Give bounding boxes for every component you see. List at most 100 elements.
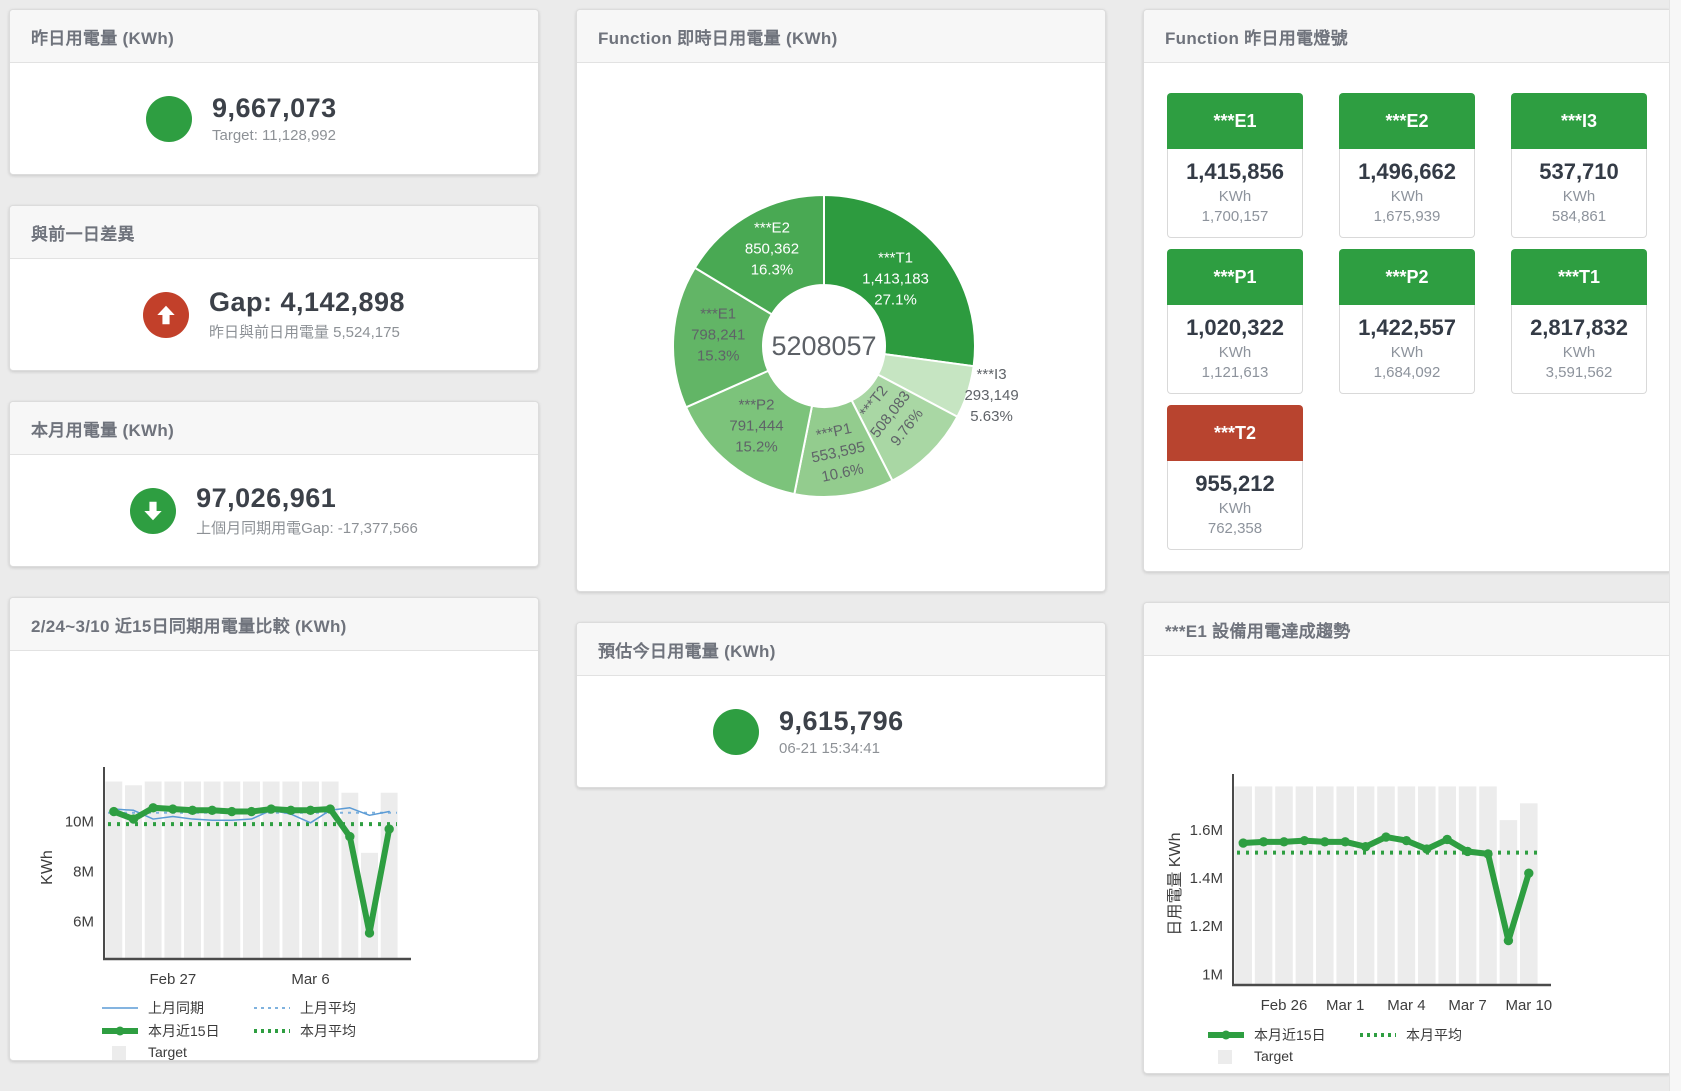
legend-item[interactable]: 本月平均 bbox=[252, 1021, 404, 1041]
legend-item[interactable]: Target bbox=[100, 1044, 252, 1060]
card-title: Function 昨日用電燈號 bbox=[1165, 28, 1348, 48]
target-bar bbox=[1438, 786, 1456, 984]
legend-label: Target bbox=[148, 1044, 187, 1060]
tile-target-value: 1,121,613 bbox=[1201, 364, 1269, 381]
donut-center-total: 5208057 bbox=[771, 331, 876, 361]
target-bar bbox=[380, 792, 398, 958]
trend-chart-legend: 本月近15日 本月平均 Target bbox=[1206, 1025, 1672, 1064]
legend-item[interactable]: 本月近15日 bbox=[100, 1021, 252, 1041]
legend-item[interactable]: 本月近15日 bbox=[1206, 1025, 1358, 1045]
tile-unit-label: KWh bbox=[1390, 344, 1424, 361]
tile-header: ***I3 bbox=[1511, 93, 1647, 149]
data-point bbox=[187, 805, 198, 815]
legend-label: 上月同期 bbox=[148, 1000, 204, 1016]
status-indicator-circle bbox=[146, 95, 192, 142]
legend-label: 本月平均 bbox=[1406, 1027, 1462, 1043]
data-point bbox=[1503, 935, 1514, 946]
target-bar bbox=[184, 781, 201, 958]
y-tick-label: 10M bbox=[65, 814, 94, 831]
tile-label: ***E2 bbox=[1385, 110, 1429, 131]
arrow-down-icon bbox=[144, 501, 162, 520]
light-status-tile: ***T1 2,817,832 KWh 3,591,562 bbox=[1511, 249, 1647, 394]
tile-target-value: 584,861 bbox=[1551, 208, 1607, 225]
compare-chart-legend: 上月同期 上月平均 本月近15日 本月平均 Target bbox=[100, 998, 538, 1060]
data-point bbox=[1462, 846, 1473, 857]
stat-subtext: 昨日與前日用電量 5,524,175 bbox=[208, 324, 400, 341]
card-title: 昨日用電量 (KWh) bbox=[31, 28, 175, 48]
tile-value: 537,710 bbox=[1539, 159, 1619, 184]
tile-target-value: 1,675,939 bbox=[1373, 208, 1441, 225]
data-point bbox=[246, 806, 257, 817]
legend-item[interactable]: 本月平均 bbox=[1358, 1025, 1510, 1045]
tile-unit-label: KWh bbox=[1218, 500, 1252, 517]
legend-label: Target bbox=[1254, 1048, 1293, 1064]
data-point bbox=[1401, 835, 1412, 846]
tile-label: ***I3 bbox=[1560, 110, 1598, 131]
donut-segment-E1[interactable] bbox=[672, 266, 774, 409]
x-tick-label: Feb 27 bbox=[149, 971, 196, 987]
stat-value: 9,615,796 bbox=[779, 706, 904, 736]
card-header: Function 昨日用電燈號 bbox=[1144, 10, 1672, 63]
target-bar bbox=[144, 781, 162, 958]
donut-segment-E2[interactable] bbox=[693, 193, 825, 316]
tile-value: 1,496,662 bbox=[1358, 159, 1456, 184]
tile-header: ***T1 bbox=[1511, 249, 1647, 305]
data-point bbox=[1442, 834, 1452, 845]
tile-value: 1,020,322 bbox=[1186, 315, 1284, 340]
trend-chart: 1M 1.2M 1.4M 1.6M Feb 26 Mar 1 Mar 4 Mar 7 Mar 1… bbox=[1167, 774, 1552, 1014]
card-15day-compare-chart: 2/24~3/10 近15日同期用電量比較 (KWh) 6M 8M 10M Feb 2… bbox=[9, 597, 539, 1061]
donut-segment-T1[interactable] bbox=[823, 193, 976, 368]
legend-swatch-icon bbox=[112, 1046, 126, 1060]
light-status-tile: ***E2 1,496,662 KWh 1,675,939 bbox=[1339, 93, 1475, 238]
legend-line-icon bbox=[254, 1007, 290, 1009]
donut-segment-label: ***E1 798,241 15.3% bbox=[691, 305, 745, 364]
light-status-tile: ***P2 1,422,557 KWh 1,684,092 bbox=[1339, 249, 1475, 394]
card-title: 預估今日用電量 (KWh) bbox=[598, 641, 776, 661]
legend-item[interactable]: 上月平均 bbox=[252, 998, 404, 1018]
stat-value: Gap: 4,142,898 bbox=[208, 287, 406, 317]
tile-body: 1,415,856 KWh 1,700,157 bbox=[1167, 149, 1303, 238]
y-axis-title: 日用電量 KWh bbox=[1167, 832, 1184, 935]
data-point bbox=[1422, 844, 1432, 854]
legend-line-icon bbox=[102, 1026, 138, 1036]
tile-body: 2,817,832 KWh 3,591,562 bbox=[1511, 305, 1647, 394]
card-title: ***E1 設備用電達成趨勢 bbox=[1165, 621, 1351, 641]
target-bar bbox=[1458, 786, 1477, 984]
data-point bbox=[109, 806, 119, 817]
x-tick-label: Mar 6 bbox=[291, 971, 329, 987]
legend-line-icon bbox=[1208, 1030, 1244, 1040]
card-header: 昨日用電量 (KWh) bbox=[10, 10, 538, 63]
target-bar bbox=[1336, 786, 1354, 984]
scrollbar[interactable] bbox=[1669, 0, 1681, 1091]
legend-line-icon bbox=[1360, 1033, 1396, 1037]
target-bar bbox=[1377, 786, 1395, 984]
donut-segment-label: ***I3 293,149 5.63% bbox=[964, 366, 1018, 425]
tile-label: ***P1 bbox=[1213, 266, 1257, 287]
tile-body: 955,212 KWh 762,358 bbox=[1167, 461, 1303, 550]
donut-segment-label: ***E2 850,362 16.3% bbox=[745, 220, 799, 279]
tile-label: ***E1 bbox=[1213, 110, 1257, 131]
target-bar bbox=[1397, 786, 1416, 984]
tile-header: ***E2 bbox=[1339, 93, 1475, 149]
data-point bbox=[1340, 837, 1350, 847]
legend-item[interactable]: 上月同期 bbox=[100, 998, 252, 1018]
tile-header: ***P1 bbox=[1167, 249, 1303, 305]
x-tick-label: Mar 10 bbox=[1505, 997, 1552, 1014]
donut-segment-P2[interactable] bbox=[684, 369, 814, 496]
data-point bbox=[1238, 838, 1248, 848]
target-bar bbox=[1275, 786, 1293, 984]
tile-label: ***T2 bbox=[1213, 422, 1257, 443]
card-header: 本月用電量 (KWh) bbox=[10, 402, 538, 455]
data-point bbox=[305, 805, 316, 815]
stat-value: 9,667,073 bbox=[212, 93, 337, 123]
card-body: 9,615,796 06-21 15:34:41 bbox=[577, 676, 1105, 787]
stat-subtext: 06-21 15:34:41 bbox=[779, 740, 880, 757]
legend-item[interactable]: Target bbox=[1206, 1048, 1358, 1064]
data-point bbox=[286, 805, 296, 815]
data-point bbox=[168, 804, 178, 814]
tile-header: ***P2 bbox=[1339, 249, 1475, 305]
data-point bbox=[1279, 837, 1289, 847]
data-point bbox=[1483, 849, 1493, 859]
compare-chart: 6M 8M 10M Feb 27 Mar 6 KWh bbox=[39, 767, 411, 988]
arrow-up-icon bbox=[157, 305, 175, 324]
